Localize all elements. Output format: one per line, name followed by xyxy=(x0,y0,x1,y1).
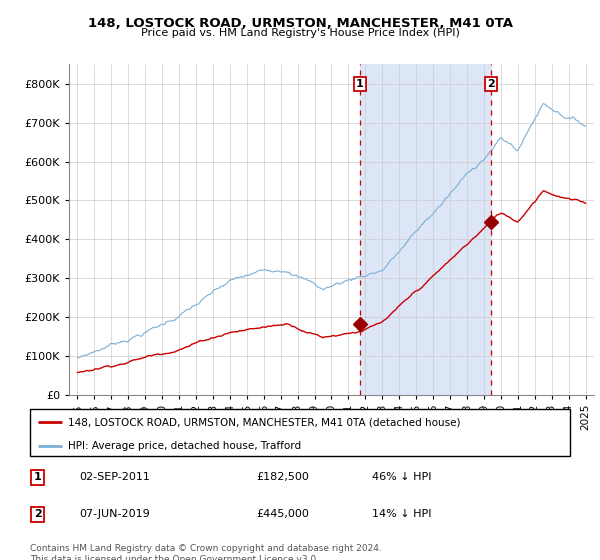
Text: 02-SEP-2011: 02-SEP-2011 xyxy=(79,472,150,482)
Text: 1: 1 xyxy=(34,472,41,482)
Text: 2: 2 xyxy=(34,510,41,520)
Text: 1: 1 xyxy=(356,79,364,89)
Text: £445,000: £445,000 xyxy=(256,510,309,520)
Text: 07-JUN-2019: 07-JUN-2019 xyxy=(79,510,150,520)
Bar xyxy=(360,64,491,395)
Text: 46% ↓ HPI: 46% ↓ HPI xyxy=(372,472,431,482)
Text: Contains HM Land Registry data © Crown copyright and database right 2024.
This d: Contains HM Land Registry data © Crown c… xyxy=(30,544,382,560)
Text: 2: 2 xyxy=(487,79,495,89)
Text: 148, LOSTOCK ROAD, URMSTON, MANCHESTER, M41 0TA: 148, LOSTOCK ROAD, URMSTON, MANCHESTER, … xyxy=(88,17,512,30)
Text: HPI: Average price, detached house, Trafford: HPI: Average price, detached house, Traf… xyxy=(68,441,301,451)
Text: £182,500: £182,500 xyxy=(256,472,309,482)
Text: 14% ↓ HPI: 14% ↓ HPI xyxy=(372,510,431,520)
Text: 148, LOSTOCK ROAD, URMSTON, MANCHESTER, M41 0TA (detached house): 148, LOSTOCK ROAD, URMSTON, MANCHESTER, … xyxy=(68,417,460,427)
Text: Price paid vs. HM Land Registry's House Price Index (HPI): Price paid vs. HM Land Registry's House … xyxy=(140,28,460,38)
